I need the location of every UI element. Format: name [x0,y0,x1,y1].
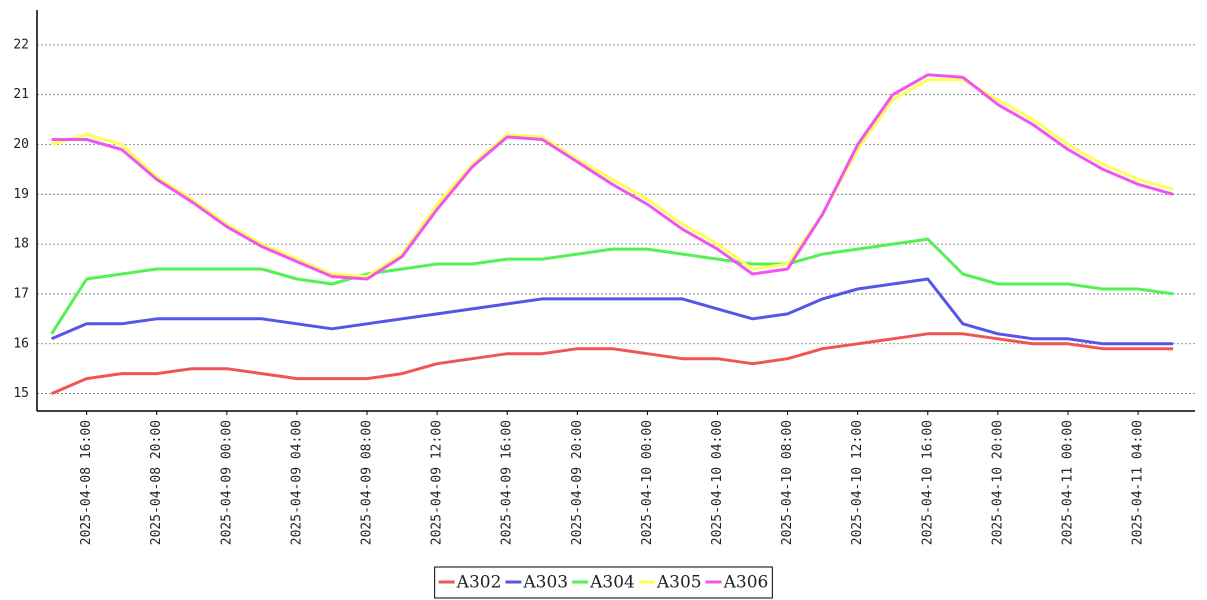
x-tick-label: 2025-04-09 08:00 [360,420,375,545]
series-line [51,78,1174,278]
y-tick-label: 20 [13,137,29,152]
x-tick-label: 2025-04-10 20:00 [990,420,1005,545]
y-tick-label: 19 [13,187,29,202]
x-tick-label: 2025-04-09 04:00 [289,420,304,545]
x-tick-label: 2025-04-08 20:00 [149,420,164,545]
y-tick-label: 15 [13,386,29,401]
x-tick-label: 2025-04-09 00:00 [219,420,234,545]
x-tick-label: 2025-04-09 20:00 [570,420,585,545]
x-tick-label: 2025-04-10 00:00 [640,420,655,545]
x-tick-label: 2025-04-08 16:00 [79,420,94,545]
legend-label: A303 [522,573,568,593]
x-tick-label: 2025-04-11 00:00 [1060,420,1075,545]
x-tick-label: 2025-04-10 08:00 [780,420,795,545]
series-line [51,73,1174,281]
x-tick-label: 2025-04-09 16:00 [500,420,515,545]
x-tick-label: 2025-04-10 12:00 [850,420,865,545]
y-tick-label: 16 [13,336,29,351]
series-line [50,237,1174,335]
legend-label: A305 [656,573,702,593]
series-line [51,277,1174,346]
y-tick-label: 21 [13,87,29,102]
y-tick-label: 17 [13,286,29,301]
legend-label: A304 [589,573,635,593]
series-line [51,332,1174,395]
legend-label: A306 [723,573,769,593]
y-tick-label: 22 [13,37,29,52]
legend: A302 A303 A304 A305 A306 [434,566,773,599]
legend-label: A302 [456,573,502,593]
x-tick-label: 2025-04-10 04:00 [710,420,725,545]
x-tick-label: 2025-04-10 16:00 [920,420,935,545]
x-tick-label: 2025-04-09 12:00 [430,420,445,545]
y-tick-label: 18 [13,237,29,252]
x-tick-label: 2025-04-11 04:00 [1131,420,1146,545]
